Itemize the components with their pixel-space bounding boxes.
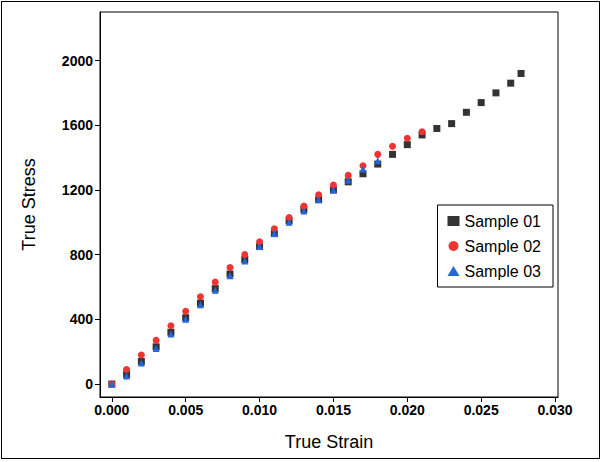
svg-text:0.030: 0.030 xyxy=(538,402,573,418)
svg-text:0.010: 0.010 xyxy=(242,402,277,418)
svg-text:True Stress: True Stress xyxy=(19,158,39,250)
svg-text:400: 400 xyxy=(70,311,94,327)
svg-text:Sample 02: Sample 02 xyxy=(465,238,542,255)
svg-text:Sample 03: Sample 03 xyxy=(465,263,542,280)
svg-text:0.015: 0.015 xyxy=(316,402,351,418)
svg-text:2000: 2000 xyxy=(62,53,93,69)
svg-text:True Strain: True Strain xyxy=(285,432,373,452)
svg-text:800: 800 xyxy=(70,247,94,263)
svg-text:1200: 1200 xyxy=(62,182,93,198)
svg-text:0.025: 0.025 xyxy=(464,402,499,418)
svg-text:0: 0 xyxy=(85,376,93,392)
svg-text:0.020: 0.020 xyxy=(390,402,425,418)
svg-text:0.000: 0.000 xyxy=(94,402,129,418)
svg-text:0.005: 0.005 xyxy=(168,402,203,418)
svg-text:1600: 1600 xyxy=(62,117,93,133)
svg-text:Sample 01: Sample 01 xyxy=(465,213,542,230)
